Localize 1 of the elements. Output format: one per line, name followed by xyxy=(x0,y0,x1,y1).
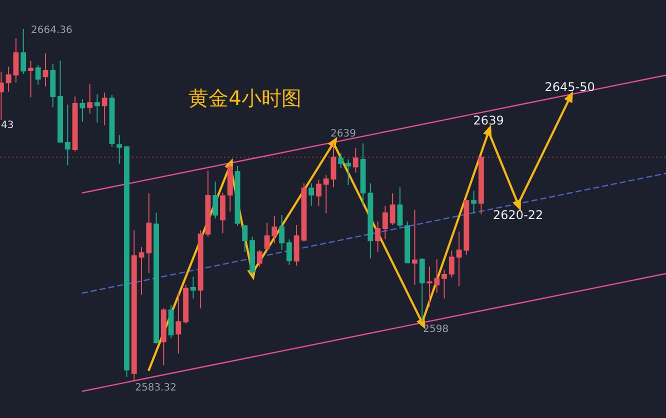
title: 黄金4小时图 xyxy=(188,86,302,110)
